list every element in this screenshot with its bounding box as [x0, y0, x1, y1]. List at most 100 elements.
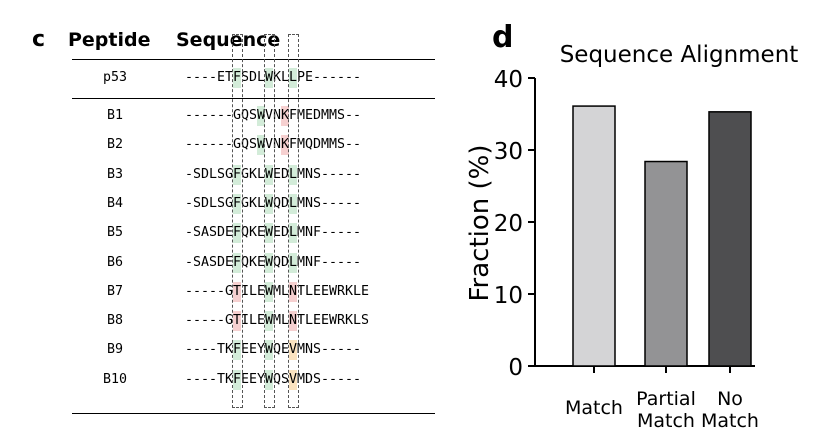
residue: F — [233, 369, 241, 390]
residue: E — [305, 70, 314, 85]
sequence-text: ----TKFEEYWQSVMDS----- — [185, 369, 361, 390]
residue: - — [185, 283, 194, 299]
residue: M — [297, 195, 306, 211]
residue: V — [265, 108, 274, 123]
x-tick-label-line: Partial — [636, 388, 696, 410]
residue: S — [313, 195, 322, 211]
y-tick-label: 0 — [508, 355, 523, 381]
residue: - — [185, 225, 194, 241]
residue: T — [297, 283, 306, 299]
residue: L — [289, 193, 297, 214]
x-tick-label: Match — [565, 397, 623, 419]
x-tick-label-line: Match — [637, 410, 695, 432]
residue: - — [345, 225, 354, 241]
residue: - — [217, 108, 226, 123]
y-tick-label: 40 — [494, 67, 523, 93]
residue: - — [345, 108, 354, 123]
residue: S — [361, 313, 370, 329]
residue: S — [313, 166, 322, 182]
residue: E — [281, 342, 290, 358]
panel-c-letter: c — [32, 27, 46, 52]
residue: F — [233, 68, 241, 88]
residue: K — [273, 70, 282, 85]
residue: F — [313, 225, 322, 241]
residue: S — [209, 254, 218, 270]
residue: - — [337, 195, 346, 211]
residue: E — [321, 313, 330, 329]
residue: K — [249, 195, 258, 211]
residue: T — [225, 70, 234, 85]
residue: G — [225, 283, 234, 299]
residue: - — [225, 108, 234, 123]
residue: L — [289, 252, 297, 273]
peptide-header: Peptide — [68, 29, 151, 51]
residue: E — [241, 342, 250, 358]
residue: - — [321, 342, 330, 358]
residue: F — [289, 108, 298, 123]
residue: G — [233, 108, 242, 123]
residue: Q — [241, 225, 250, 241]
residue: - — [201, 70, 210, 85]
residue: F — [313, 254, 322, 270]
residue: M — [329, 137, 338, 153]
residue: M — [321, 137, 330, 153]
residue: S — [249, 137, 258, 153]
residue: E — [249, 371, 258, 387]
residue: S — [281, 371, 290, 387]
residue: - — [201, 371, 210, 387]
residue: S — [193, 225, 202, 241]
residue: F — [289, 137, 298, 153]
residue: Y — [257, 371, 266, 387]
residue: - — [209, 313, 218, 329]
residue: T — [233, 311, 241, 332]
residue: - — [345, 70, 354, 85]
residue: - — [209, 137, 218, 153]
residue: K — [249, 225, 258, 241]
residue: N — [289, 281, 297, 302]
residue: T — [217, 342, 226, 358]
residue: W — [265, 223, 273, 244]
residue: L — [209, 166, 218, 182]
residue: - — [353, 225, 362, 241]
residue: - — [337, 371, 346, 387]
residue: D — [201, 166, 210, 182]
residue: Q — [241, 137, 250, 153]
residue: K — [281, 135, 289, 156]
residue: E — [321, 283, 330, 299]
residue: M — [297, 254, 306, 270]
residue: - — [337, 342, 346, 358]
residue: E — [313, 283, 322, 299]
y-axis-label: Fraction (%) — [465, 144, 495, 301]
residue: K — [345, 283, 354, 299]
residue: - — [193, 108, 202, 123]
peptide-name: B8 — [106, 313, 123, 329]
sequence-header: Sequence — [176, 29, 281, 51]
residue: - — [329, 166, 338, 182]
residue: - — [201, 108, 210, 123]
residue: L — [289, 164, 297, 185]
residue: E — [241, 371, 250, 387]
residue: W — [257, 106, 265, 126]
residue: D — [201, 195, 210, 211]
residue: - — [329, 225, 338, 241]
residue: Y — [257, 342, 266, 358]
residue: - — [217, 137, 226, 153]
residue: V — [289, 369, 297, 390]
residue: - — [193, 313, 202, 329]
residue: Q — [273, 342, 282, 358]
residue: A — [201, 225, 210, 241]
bar — [708, 111, 752, 367]
residue: D — [313, 108, 322, 123]
residue: G — [225, 195, 234, 211]
y-tick-label: 20 — [494, 211, 523, 237]
residue: - — [185, 108, 194, 123]
residue: E — [305, 108, 314, 123]
residue: - — [185, 70, 194, 85]
x-tick-label: Partial Match — [636, 388, 696, 432]
residue: K — [281, 106, 289, 126]
residue: - — [345, 166, 354, 182]
residue: E — [257, 313, 266, 329]
residue: W — [265, 281, 273, 302]
residue: - — [353, 137, 362, 153]
residue: K — [249, 166, 258, 182]
